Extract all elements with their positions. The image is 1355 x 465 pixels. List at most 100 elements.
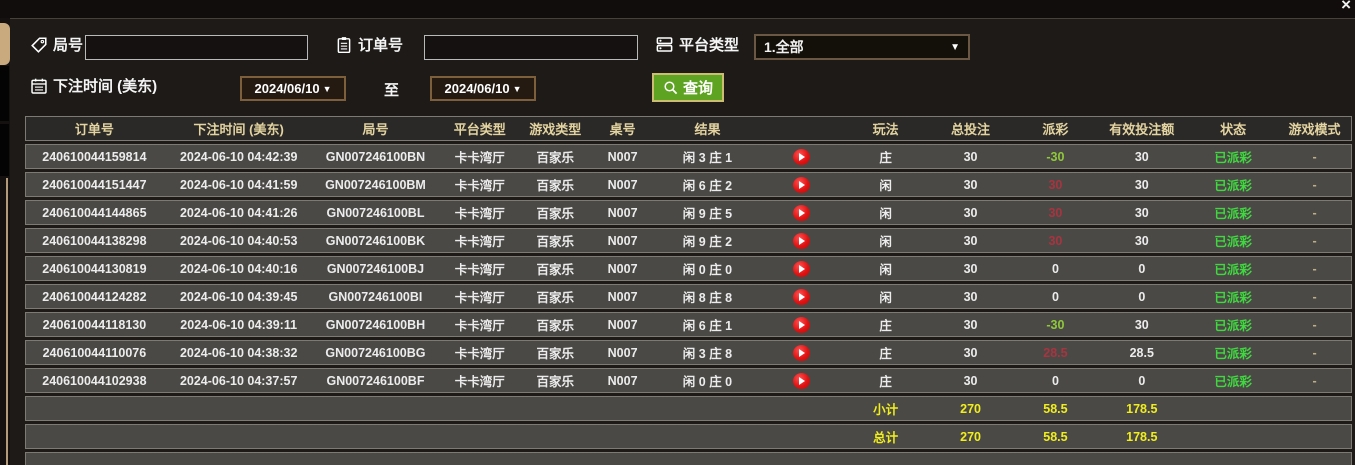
- order-no-cell: 240610044144865: [42, 205, 147, 220]
- result-cell: 闲 6 庄 2: [682, 179, 733, 193]
- table-no-cell: N007: [607, 205, 638, 220]
- play-type-cell: 闲: [879, 207, 892, 221]
- platform-type-selected-value: 1.全部: [764, 39, 804, 55]
- game-type-cell: 百家乐: [536, 291, 574, 305]
- video-play-icon[interactable]: [792, 204, 810, 221]
- platform-type-label: 平台类型: [679, 37, 740, 54]
- result-cell: 闲 6 庄 1: [682, 319, 733, 333]
- valid-bet-cell: 28.5: [1129, 345, 1154, 360]
- play-triangle: [799, 264, 806, 273]
- col-header-play-type: 玩法: [872, 122, 899, 137]
- table-row: 240610044124282 2024-06-10 04:39:45 GN00…: [25, 284, 1352, 309]
- round-number-input[interactable]: [85, 35, 308, 60]
- valid-bet-cell: 30: [1134, 177, 1149, 192]
- date-from-picker[interactable]: 2024/06/10 ▼: [240, 76, 346, 101]
- video-play-icon[interactable]: [792, 260, 810, 277]
- bet-time-cell: 2024-06-10 04:39:45: [179, 289, 298, 304]
- video-play-icon[interactable]: [792, 372, 810, 389]
- total-total-bet: 270: [960, 429, 981, 444]
- table-row: 240610044151447 2024-06-10 04:41:59 GN00…: [25, 172, 1352, 197]
- result-cell: 闲 0 庄 0: [682, 263, 733, 277]
- tag-icon: [31, 36, 47, 53]
- col-header-result: 结果: [694, 122, 721, 137]
- order-no-cell: 240610044130819: [42, 261, 147, 276]
- play-type-cell: 闲: [879, 179, 892, 193]
- game-type-cell: 百家乐: [536, 179, 574, 193]
- order-no-cell: 240610044110076: [42, 345, 147, 360]
- table-no-cell: N007: [607, 345, 638, 360]
- total-bet-cell: 30: [963, 149, 978, 164]
- subtotal-payout: 58.5: [1043, 401, 1068, 416]
- total-bet-cell: 30: [963, 317, 978, 332]
- game-mode-cell: -: [1312, 317, 1317, 332]
- play-triangle: [799, 376, 806, 385]
- valid-bet-cell: 0: [1138, 261, 1146, 276]
- video-play-icon[interactable]: [792, 176, 810, 193]
- video-cell: [757, 176, 846, 193]
- video-cell: [757, 316, 846, 333]
- valid-bet-cell: 30: [1134, 149, 1149, 164]
- play-triangle: [799, 180, 806, 189]
- video-play-icon[interactable]: [792, 316, 810, 333]
- status-badge: 已派彩: [1214, 263, 1252, 277]
- payout-cell: 0: [1051, 289, 1059, 304]
- platform-cell: 卡卡湾厅: [454, 235, 505, 249]
- order-no-cell: 240610044159814: [42, 149, 147, 164]
- chevron-down-icon: ▼: [512, 83, 522, 94]
- table-row: 240610044102938 2024-06-10 04:37:57 GN00…: [25, 368, 1352, 393]
- video-play-icon[interactable]: [792, 148, 810, 165]
- background-tab-fragment: [0, 23, 10, 65]
- play-triangle: [799, 292, 806, 301]
- valid-bet-cell: 30: [1134, 205, 1149, 220]
- background-top-bar: ×: [0, 0, 1355, 18]
- platform-cell: 卡卡湾厅: [454, 263, 505, 277]
- video-play-icon[interactable]: [792, 232, 810, 249]
- col-header-game-type: 游戏类型: [529, 122, 582, 137]
- chevron-down-icon: ▼: [950, 41, 960, 53]
- subtotal-total-bet: 270: [960, 401, 981, 416]
- video-play-icon[interactable]: [792, 344, 810, 361]
- col-header-bet-time: 下注时间 (美东): [193, 122, 284, 137]
- subtotal-valid-bet: 178.5: [1126, 401, 1158, 416]
- table-no-cell: N007: [607, 289, 638, 304]
- play-triangle: [799, 320, 806, 329]
- game-mode-cell: -: [1312, 289, 1317, 304]
- order-no-cell: 240610044102938: [42, 373, 147, 388]
- result-cell: 闲 8 庄 8: [682, 291, 733, 305]
- query-button[interactable]: 查询: [652, 73, 725, 102]
- game-mode-cell: -: [1312, 373, 1317, 388]
- platform-type-select[interactable]: 1.全部 ▼: [754, 34, 970, 60]
- col-header-payout: 派彩: [1042, 122, 1069, 137]
- payout-cell: 30: [1048, 205, 1063, 220]
- col-header-valid-bet: 有效投注额: [1109, 122, 1175, 137]
- game-type-cell: 百家乐: [536, 151, 574, 165]
- date-to-picker[interactable]: 2024/06/10 ▼: [430, 76, 536, 101]
- subtotal-label: 小计: [873, 403, 899, 417]
- game-type-cell: 百家乐: [536, 263, 574, 277]
- total-payout: 58.5: [1043, 429, 1068, 444]
- video-cell: [757, 288, 846, 305]
- col-header-round-no: 局号: [362, 122, 389, 137]
- payout-cell: -30: [1046, 149, 1065, 164]
- query-panel: 局号 订单号 平台类型 1.全部 ▼ 下注时间 (美东) 2024/06/10 …: [10, 18, 1355, 465]
- total-bet-cell: 30: [963, 289, 978, 304]
- game-mode-cell: -: [1312, 345, 1317, 360]
- close-icon[interactable]: ×: [1341, 0, 1351, 14]
- bet-time-label-group: 下注时间 (美东): [30, 75, 157, 96]
- order-number-label-group: 订单号: [335, 34, 403, 55]
- payout-cell: 0: [1051, 261, 1059, 276]
- bet-time-cell: 2024-06-10 04:40:16: [179, 261, 298, 276]
- table-no-cell: N007: [607, 261, 638, 276]
- order-number-input[interactable]: [424, 35, 638, 60]
- payout-cell: 0: [1051, 373, 1059, 388]
- date-range-to-label: 至: [384, 82, 400, 99]
- video-play-icon[interactable]: [792, 288, 810, 305]
- video-cell: [757, 344, 846, 361]
- play-type-cell: 庄: [879, 151, 892, 165]
- bet-time-cell: 2024-06-10 04:42:39: [179, 149, 298, 164]
- round-no-cell: GN007246100BJ: [326, 261, 425, 276]
- table-no-cell: N007: [607, 177, 638, 192]
- col-header-status: 状态: [1220, 122, 1247, 137]
- table-row: 240610044138298 2024-06-10 04:40:53 GN00…: [25, 228, 1352, 253]
- round-no-cell: GN007246100BK: [325, 233, 426, 248]
